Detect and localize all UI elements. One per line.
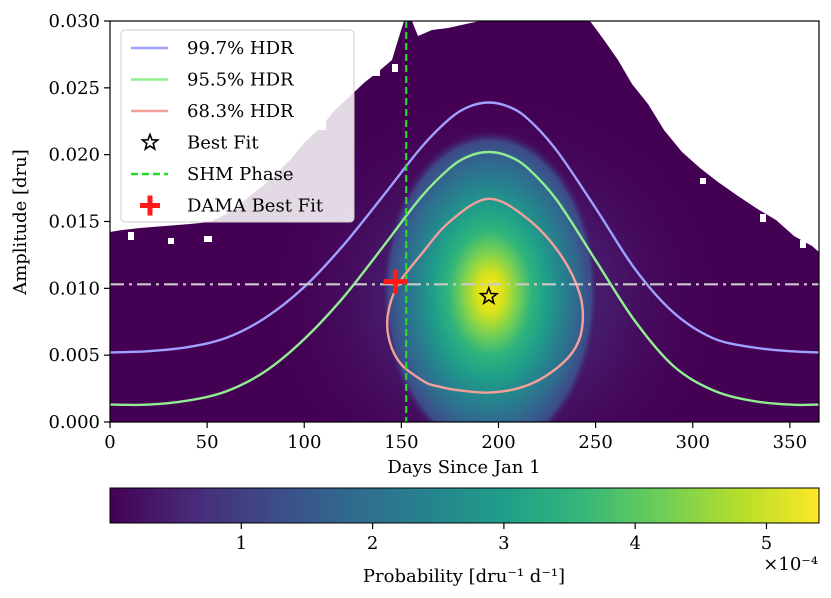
legend-box [120,29,355,223]
x-tick-label: 0 [104,432,115,453]
colorbar-tick-label: 2 [367,533,378,554]
y-tick-label: 0.010 [48,278,100,299]
dama-best-fit-marker [383,269,408,294]
y-tick-label: 0.005 [48,345,100,366]
y-axis-title: Amplitude [dru] [10,149,31,296]
contour-683-hdr [386,197,585,394]
colorbar-tick-label: 1 [236,533,247,554]
x-tick-label: 100 [287,432,321,453]
colorbar: 1 2 3 4 5 Probability [dru⁻¹ d⁻¹] ×10⁻⁴ [109,487,820,587]
y-tick-label: 0.025 [48,78,100,99]
best-fit-marker [478,285,500,306]
legend-label: 99.7% HDR [187,38,294,59]
x-tick-label: 300 [676,432,710,453]
legend-label: Best Fit [187,133,259,154]
contour-997-hdr [110,101,819,354]
colorbar-tick-label: 5 [761,533,772,554]
legend-label: 68.3% HDR [187,101,294,122]
colorbar-gradient [109,487,820,524]
y-tick-label: 0.020 [48,145,100,166]
legend-entry: SHM Phase [131,164,294,185]
colorbar-label: Probability [dru⁻¹ d⁻¹] [363,566,565,587]
legend-entry: 95.5% HDR [131,70,294,91]
legend-entry: Best Fit [140,132,259,154]
contour-955-hdr [110,150,819,407]
x-tick-label: 150 [384,432,418,453]
colorbar-tick-label: 3 [498,533,509,554]
x-axis: 0 50 100 150 200 250 300 350 [104,422,807,453]
x-tick-label: 50 [196,432,219,453]
legend-label: DAMA Best Fit [187,196,324,217]
x-axis-title: Days Since Jan 1 [387,457,540,478]
reference-lines [110,21,819,422]
y-axis: 0.000 0.005 0.010 0.015 0.020 0.025 0.030 [48,11,110,433]
legend-entry: 68.3% HDR [131,101,294,122]
legend-entry: 99.7% HDR [131,38,294,59]
colorbar-tick-label: 4 [629,533,640,554]
legend-entry: DAMA Best Fit [140,195,324,217]
legend-label: 95.5% HDR [187,70,294,91]
x-tick-label: 250 [578,432,612,453]
x-tick-label: 200 [481,432,515,453]
x-tick-label: 350 [773,432,807,453]
y-tick-label: 0.030 [48,11,100,32]
legend-star-icon [140,132,160,151]
y-tick-label: 0.000 [48,412,100,433]
hdr-contours [110,101,819,407]
y-tick-label: 0.015 [48,212,100,233]
legend: 99.7% HDR 95.5% HDR 68.3% HDR Best Fit SHM P… [120,29,355,223]
colorbar-multiplier: ×10⁻⁴ [763,554,818,575]
legend-label: SHM Phase [187,164,294,185]
legend-plus-icon [140,195,160,216]
fit-markers [383,269,500,306]
